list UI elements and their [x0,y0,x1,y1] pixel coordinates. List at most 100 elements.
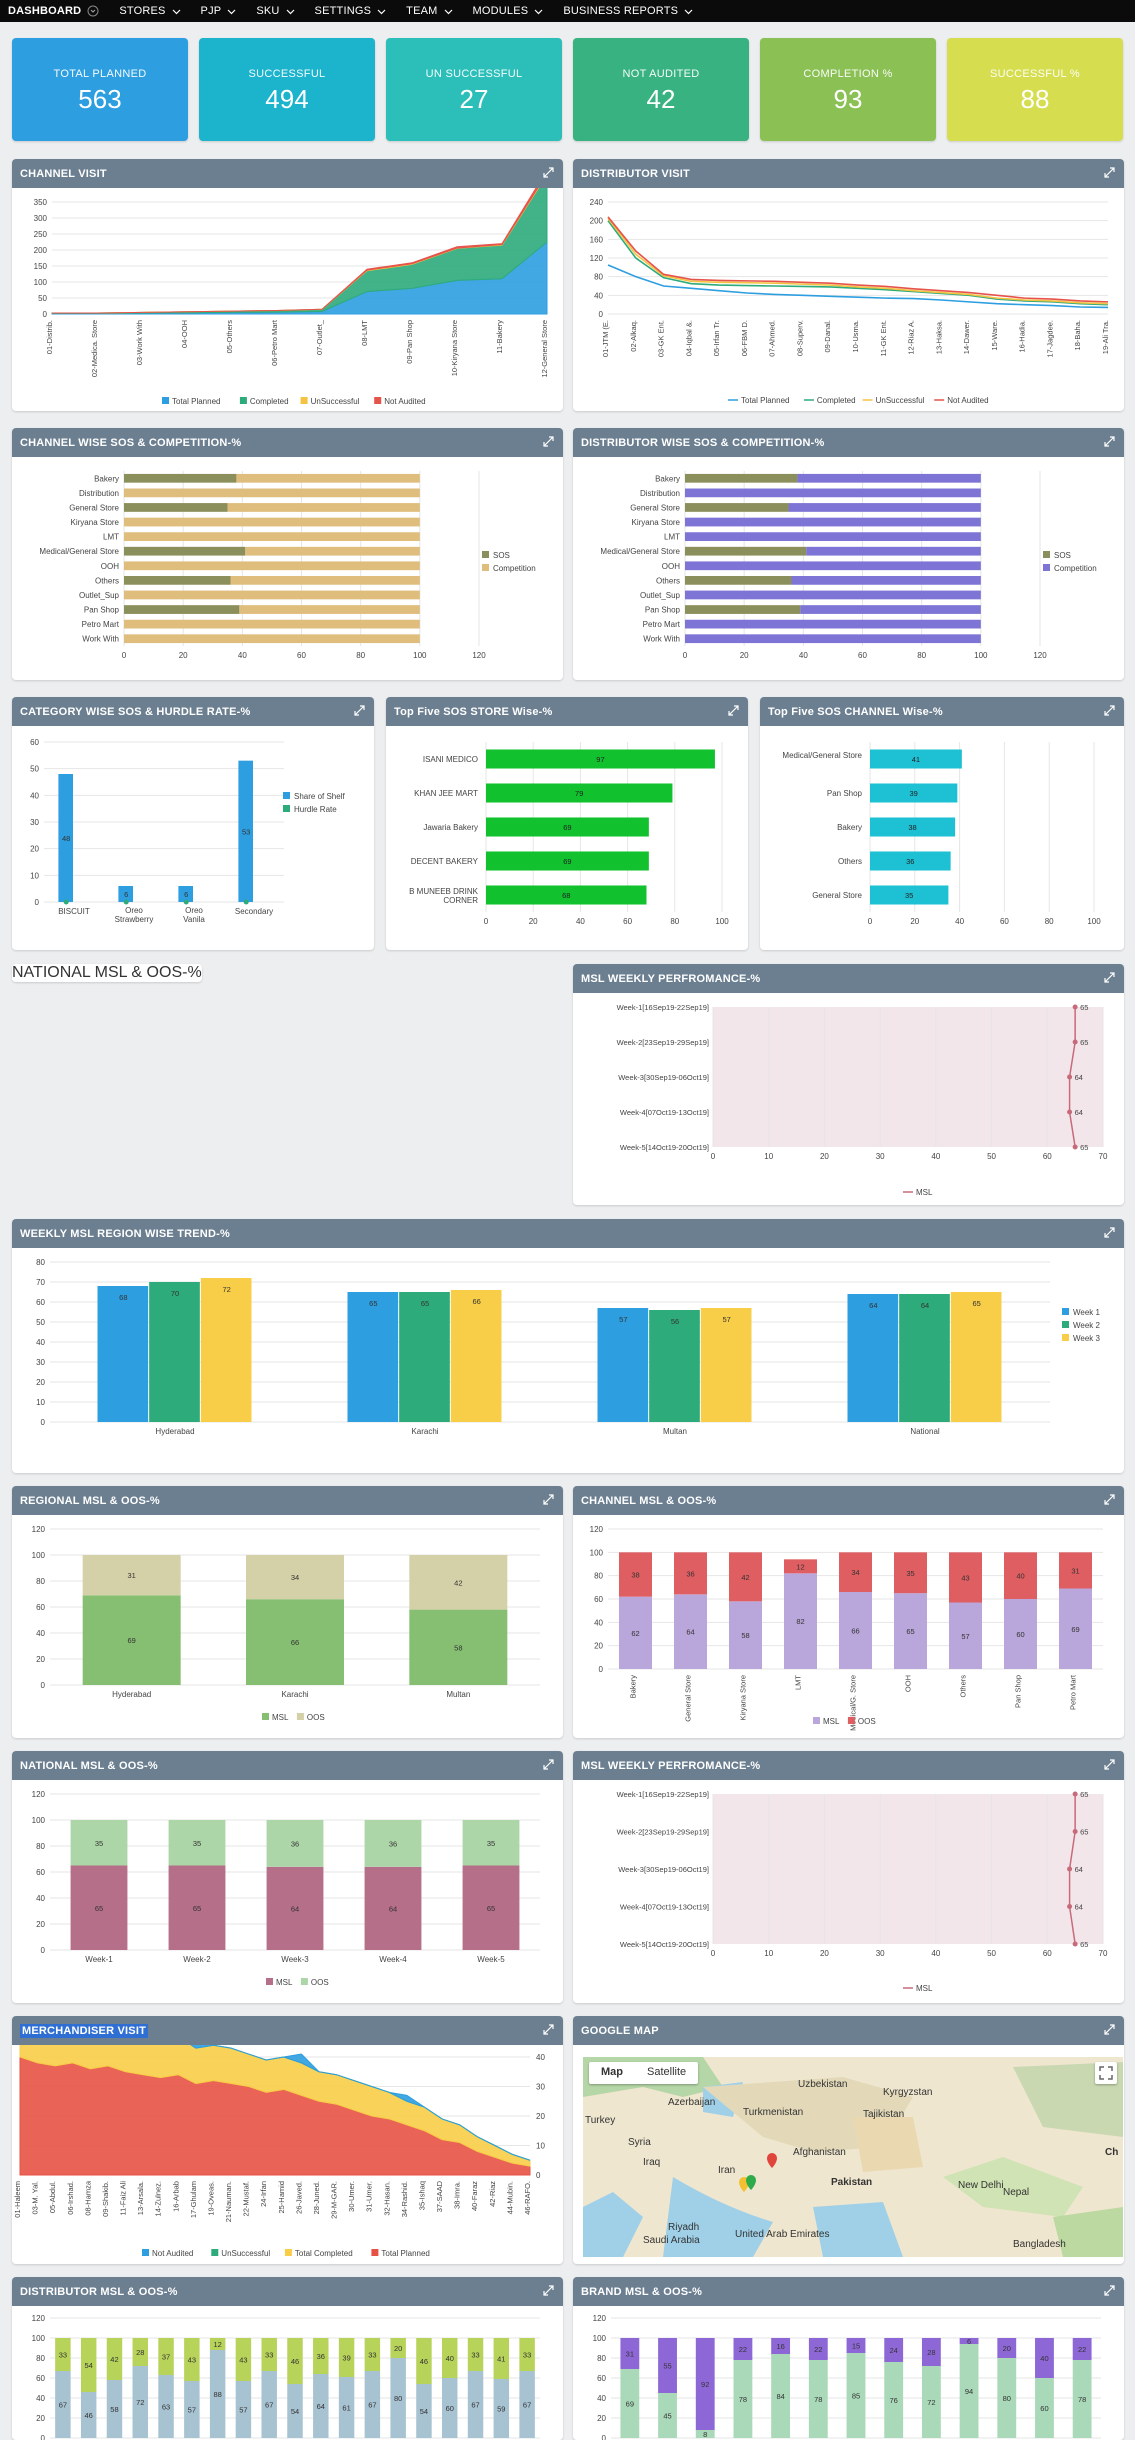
bar-oos [729,1552,762,1602]
bar-competition [685,532,981,541]
expand-icon[interactable] [1104,705,1115,716]
expand-icon[interactable] [543,436,554,447]
map-tab[interactable]: Map [601,2066,623,2078]
expand-icon[interactable] [543,2285,554,2296]
bar-oos [1035,2338,1054,2378]
data-label: 72 [927,2398,935,2407]
data-label: 57 [239,2406,247,2415]
bar-competition [791,576,981,585]
kpi-card-completion[interactable]: COMPLETION % 93 [760,38,936,141]
data-label: 65 [95,1904,103,1913]
x-tick-label: 08-Superv. [795,320,804,356]
expand-icon[interactable] [354,705,365,716]
legend-swatch [813,1717,820,1724]
x-tick-label: 40-Faraz [470,2181,479,2211]
x-tick-label: 60 [1000,917,1009,926]
bar-oos [1072,2338,1092,2360]
y-tick-label: Outlet_Sup [79,591,120,600]
kpi-card-un-successful[interactable]: UN SUCCESSFUL 27 [386,38,562,141]
y-tick-label: 20 [36,2414,45,2423]
expand-icon[interactable] [543,1494,554,1505]
kpi-card-successful[interactable]: SUCCESSFUL 494 [199,38,375,141]
bar-competition [236,473,420,483]
panel-title: CHANNEL WISE SOS & COMPETITION-% [12,428,563,457]
expand-icon[interactable] [1104,2024,1115,2035]
kpi-card-successful[interactable]: SUCCESSFUL % 88 [947,38,1123,141]
bar-msl [1004,1599,1037,1669]
x-tick-label: 21-Nauman. [224,2181,233,2222]
expand-icon[interactable] [543,2024,554,2035]
expand-icon[interactable] [543,1759,554,1770]
bar-week-1 [347,1292,399,1422]
data-label: 33 [523,2351,531,2360]
legend-swatch [482,551,489,558]
bar-week-1 [597,1308,649,1422]
nav-item-modules[interactable]: MODULES [473,0,552,22]
expand-icon[interactable] [1104,2285,1115,2296]
fullscreen-icon [1099,2066,1113,2080]
x-tick-label: Vanila [183,915,205,924]
x-tick-label: 60 [858,651,867,660]
bar-msl [209,2350,226,2438]
panel-title-text: CATEGORY WISE SOS & HURDLE RATE-% [20,705,251,718]
x-tick-label: 50 [987,1152,996,1161]
bar-competition [124,619,420,629]
google-map[interactable]: Map Satellite Uzbekistan Kyrgyzstan Azerba… [583,2057,1123,2257]
bar-msl [261,2371,277,2438]
y-tick-label: Bakery [837,823,862,832]
data-label: 36 [317,2352,325,2361]
expand-icon[interactable] [1104,436,1115,447]
map-label: Ch [1105,2147,1119,2158]
nav-item-team[interactable]: TEAM [406,0,460,22]
nav-item-business-reports[interactable]: BUSINESS REPORTS [563,0,701,22]
fullscreen-button[interactable] [1095,2062,1117,2084]
satellite-tab[interactable]: Satellite [647,2066,687,2078]
bar-msl [674,1594,707,1669]
data-label: 42 [454,1578,462,1587]
data-label: 58 [454,1643,462,1652]
legend-label: Completed [817,396,856,405]
data-label: 40 [1040,2354,1048,2363]
bar [486,749,715,769]
legend-label: Total Planned [741,396,789,405]
map-marker[interactable] [767,2153,777,2168]
expand-icon[interactable] [728,705,739,716]
bar-sos [124,576,231,585]
x-tick-label: 30 [876,1949,885,1958]
data-label: 69 [127,1636,135,1645]
bar-msl [620,2369,640,2438]
expand-icon[interactable] [1104,1494,1115,1505]
bar-oos [132,2338,148,2366]
expand-icon[interactable] [1104,1227,1115,1238]
kpi-card-not-audited[interactable]: NOT AUDITED 42 [573,38,749,141]
panel-merchandiser: MERCHANDISER VISIT 0 10 20 30 40 01-Haleem 03-M… [12,2016,563,2264]
kpi-card-total-planned[interactable]: TOTAL PLANNED 563 [12,38,188,141]
data-label: 56 [671,1317,679,1326]
data-label: 67 [368,2401,376,2410]
data-point [1072,1144,1078,1150]
nav-item-sku[interactable]: SKU [256,0,302,22]
nav-item-pjp[interactable]: PJP [201,0,245,22]
bar-msl [364,1866,422,1950]
nav-item-dashboard[interactable]: DASHBOARD [0,0,107,22]
x-tick-label: 20 [820,1949,829,1958]
expand-icon[interactable] [1104,1759,1115,1770]
legend-swatch [374,397,382,404]
bar-competition [788,503,981,512]
data-label: 40 [446,2354,454,2363]
x-tick-label: 12-General Store [540,320,549,378]
bar-oos [287,2338,303,2384]
x-tick-label: 07-Ahmed. [768,320,777,357]
map-marker[interactable] [746,2175,756,2190]
nav-item-stores[interactable]: STORES [119,0,188,22]
data-label: 28 [136,2348,144,2357]
expand-icon[interactable] [1104,972,1115,983]
legend-swatch [1062,1321,1069,1328]
nav-item-settings[interactable]: SETTINGS [315,0,395,22]
data-label: 54 [85,2361,93,2370]
panel-title: Top Five SOS CHANNEL Wise-% [760,697,1124,726]
bar-msl [997,2358,1017,2438]
expand-icon[interactable] [543,167,554,178]
expand-icon[interactable] [1104,167,1115,178]
x-tick-label: 01-JTM (E. [601,320,610,357]
